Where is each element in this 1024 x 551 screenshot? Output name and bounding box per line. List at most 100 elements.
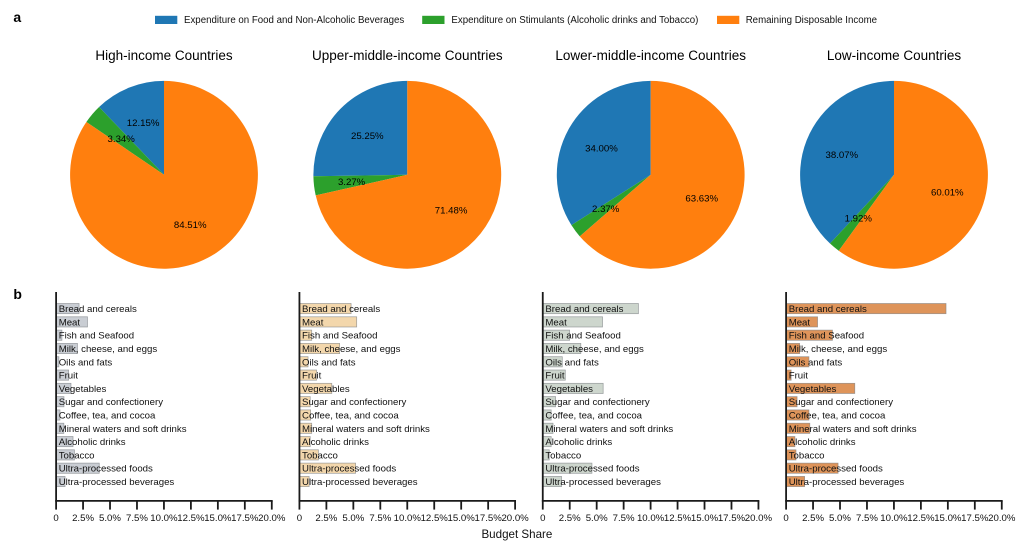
- svg-text:Coffee, tea, and cocoa: Coffee, tea, and cocoa: [545, 411, 642, 422]
- svg-text:Ultra-processed foods: Ultra-processed foods: [302, 464, 396, 475]
- svg-text:Oils and fats: Oils and fats: [59, 357, 113, 368]
- svg-text:Mineral waters and soft drinks: Mineral waters and soft drinks: [789, 424, 917, 435]
- svg-text:Upper-middle-income Countries: Upper-middle-income Countries: [312, 48, 503, 63]
- svg-text:a: a: [13, 9, 21, 25]
- svg-text:Sugar and confectionery: Sugar and confectionery: [545, 397, 650, 408]
- svg-text:Fish and Seafood: Fish and Seafood: [59, 331, 134, 342]
- svg-text:20.0%: 20.0%: [745, 513, 773, 524]
- svg-text:Bread and cereals: Bread and cereals: [302, 304, 380, 315]
- svg-text:12.5%: 12.5%: [907, 513, 935, 524]
- svg-text:Fish and Seafood: Fish and Seafood: [545, 331, 620, 342]
- svg-text:Milk, cheese, and eggs: Milk, cheese, and eggs: [302, 344, 401, 355]
- svg-text:34.00%: 34.00%: [585, 143, 618, 154]
- svg-text:2.37%: 2.37%: [592, 204, 620, 215]
- svg-text:2.5%: 2.5%: [559, 513, 581, 524]
- svg-text:38.07%: 38.07%: [825, 150, 858, 161]
- svg-text:17.5%: 17.5%: [475, 513, 503, 524]
- svg-text:Fruit: Fruit: [59, 371, 79, 382]
- svg-text:Ultra-processed foods: Ultra-processed foods: [545, 464, 639, 475]
- svg-text:Alcoholic drinks: Alcoholic drinks: [302, 437, 369, 448]
- svg-text:10.0%: 10.0%: [394, 513, 422, 524]
- svg-text:63.63%: 63.63%: [685, 194, 718, 205]
- svg-text:Expenditure on Food and Non-Al: Expenditure on Food and Non-Alcoholic Be…: [184, 15, 404, 26]
- svg-text:5.0%: 5.0%: [99, 513, 121, 524]
- svg-text:Coffee, tea, and cocoa: Coffee, tea, and cocoa: [302, 411, 399, 422]
- svg-text:Ultra-processed beverages: Ultra-processed beverages: [59, 477, 175, 488]
- svg-text:Alcoholic drinks: Alcoholic drinks: [789, 437, 856, 448]
- svg-text:3.27%: 3.27%: [338, 177, 366, 188]
- svg-text:Meat: Meat: [789, 317, 811, 328]
- svg-text:Budget Share: Budget Share: [481, 528, 552, 541]
- svg-text:Milk, cheese, and eggs: Milk, cheese, and eggs: [545, 344, 644, 355]
- svg-text:0: 0: [53, 513, 58, 524]
- svg-text:17.5%: 17.5%: [961, 513, 989, 524]
- svg-text:12.5%: 12.5%: [664, 513, 692, 524]
- svg-text:3.34%: 3.34%: [108, 134, 136, 145]
- svg-text:Bread and cereals: Bread and cereals: [545, 304, 623, 315]
- svg-text:Alcoholic drinks: Alcoholic drinks: [59, 437, 126, 448]
- svg-text:Ultra-processed foods: Ultra-processed foods: [789, 464, 883, 475]
- svg-text:71.48%: 71.48%: [435, 205, 468, 216]
- svg-text:Coffee, tea, and cocoa: Coffee, tea, and cocoa: [789, 411, 886, 422]
- svg-text:Milk, cheese, and eggs: Milk, cheese, and eggs: [59, 344, 158, 355]
- svg-text:0: 0: [297, 513, 302, 524]
- svg-text:Oils and fats: Oils and fats: [302, 357, 356, 368]
- svg-text:Ultra-processed beverages: Ultra-processed beverages: [302, 477, 418, 488]
- svg-text:Milk, cheese, and eggs: Milk, cheese, and eggs: [789, 344, 888, 355]
- svg-text:Mineral waters and soft drinks: Mineral waters and soft drinks: [59, 424, 187, 435]
- svg-text:2.5%: 2.5%: [72, 513, 94, 524]
- svg-text:15.0%: 15.0%: [204, 513, 232, 524]
- svg-text:25.25%: 25.25%: [351, 131, 384, 142]
- svg-text:15.0%: 15.0%: [934, 513, 962, 524]
- svg-text:Meat: Meat: [302, 317, 324, 328]
- svg-text:Vegetables: Vegetables: [789, 384, 837, 395]
- svg-text:10.0%: 10.0%: [150, 513, 178, 524]
- svg-text:12.5%: 12.5%: [177, 513, 205, 524]
- svg-text:84.51%: 84.51%: [174, 220, 207, 231]
- svg-text:Lower-middle-income Countries: Lower-middle-income Countries: [555, 48, 746, 63]
- svg-text:10.0%: 10.0%: [880, 513, 908, 524]
- svg-text:Fruit: Fruit: [545, 371, 565, 382]
- svg-text:Fruit: Fruit: [302, 371, 322, 382]
- svg-text:Bread and cereals: Bread and cereals: [59, 304, 137, 315]
- svg-text:Fruit: Fruit: [789, 371, 809, 382]
- svg-text:Fish and Seafood: Fish and Seafood: [789, 331, 864, 342]
- svg-text:Meat: Meat: [545, 317, 567, 328]
- svg-text:Mineral waters and soft drinks: Mineral waters and soft drinks: [545, 424, 673, 435]
- svg-text:60.01%: 60.01%: [931, 188, 964, 199]
- svg-text:Tobacco: Tobacco: [789, 450, 825, 461]
- svg-text:20.0%: 20.0%: [988, 513, 1016, 524]
- svg-text:20.0%: 20.0%: [501, 513, 529, 524]
- svg-text:Ultra-processed beverages: Ultra-processed beverages: [545, 477, 661, 488]
- svg-text:Sugar and confectionery: Sugar and confectionery: [59, 397, 164, 408]
- svg-text:Ultra-processed beverages: Ultra-processed beverages: [789, 477, 905, 488]
- svg-text:Meat: Meat: [59, 317, 81, 328]
- svg-text:Tobacco: Tobacco: [59, 450, 95, 461]
- svg-text:10.0%: 10.0%: [637, 513, 665, 524]
- svg-text:Mineral waters and soft drinks: Mineral waters and soft drinks: [302, 424, 430, 435]
- svg-text:Bread and cereals: Bread and cereals: [789, 304, 867, 315]
- svg-text:15.0%: 15.0%: [691, 513, 719, 524]
- svg-text:2.5%: 2.5%: [315, 513, 337, 524]
- svg-text:7.5%: 7.5%: [856, 513, 878, 524]
- svg-text:Tobacco: Tobacco: [545, 450, 581, 461]
- svg-text:Oils and fats: Oils and fats: [545, 357, 599, 368]
- svg-text:2.5%: 2.5%: [802, 513, 824, 524]
- svg-text:Sugar and confectionery: Sugar and confectionery: [302, 397, 407, 408]
- svg-text:Remaining Disposable Income: Remaining Disposable Income: [746, 15, 877, 26]
- svg-text:High-income Countries: High-income Countries: [95, 48, 233, 63]
- svg-text:Low-income Countries: Low-income Countries: [827, 48, 962, 63]
- svg-text:Sugar and confectionery: Sugar and confectionery: [789, 397, 894, 408]
- svg-text:5.0%: 5.0%: [342, 513, 364, 524]
- svg-text:12.5%: 12.5%: [421, 513, 449, 524]
- svg-text:Vegetables: Vegetables: [59, 384, 107, 395]
- svg-text:20.0%: 20.0%: [258, 513, 286, 524]
- svg-text:5.0%: 5.0%: [829, 513, 851, 524]
- svg-text:Vegetables: Vegetables: [545, 384, 593, 395]
- svg-text:1.92%: 1.92%: [845, 214, 873, 225]
- svg-text:7.5%: 7.5%: [613, 513, 635, 524]
- svg-text:Oils and fats: Oils and fats: [789, 357, 843, 368]
- svg-text:7.5%: 7.5%: [369, 513, 391, 524]
- svg-text:Vegetables: Vegetables: [302, 384, 350, 395]
- svg-text:0: 0: [783, 513, 788, 524]
